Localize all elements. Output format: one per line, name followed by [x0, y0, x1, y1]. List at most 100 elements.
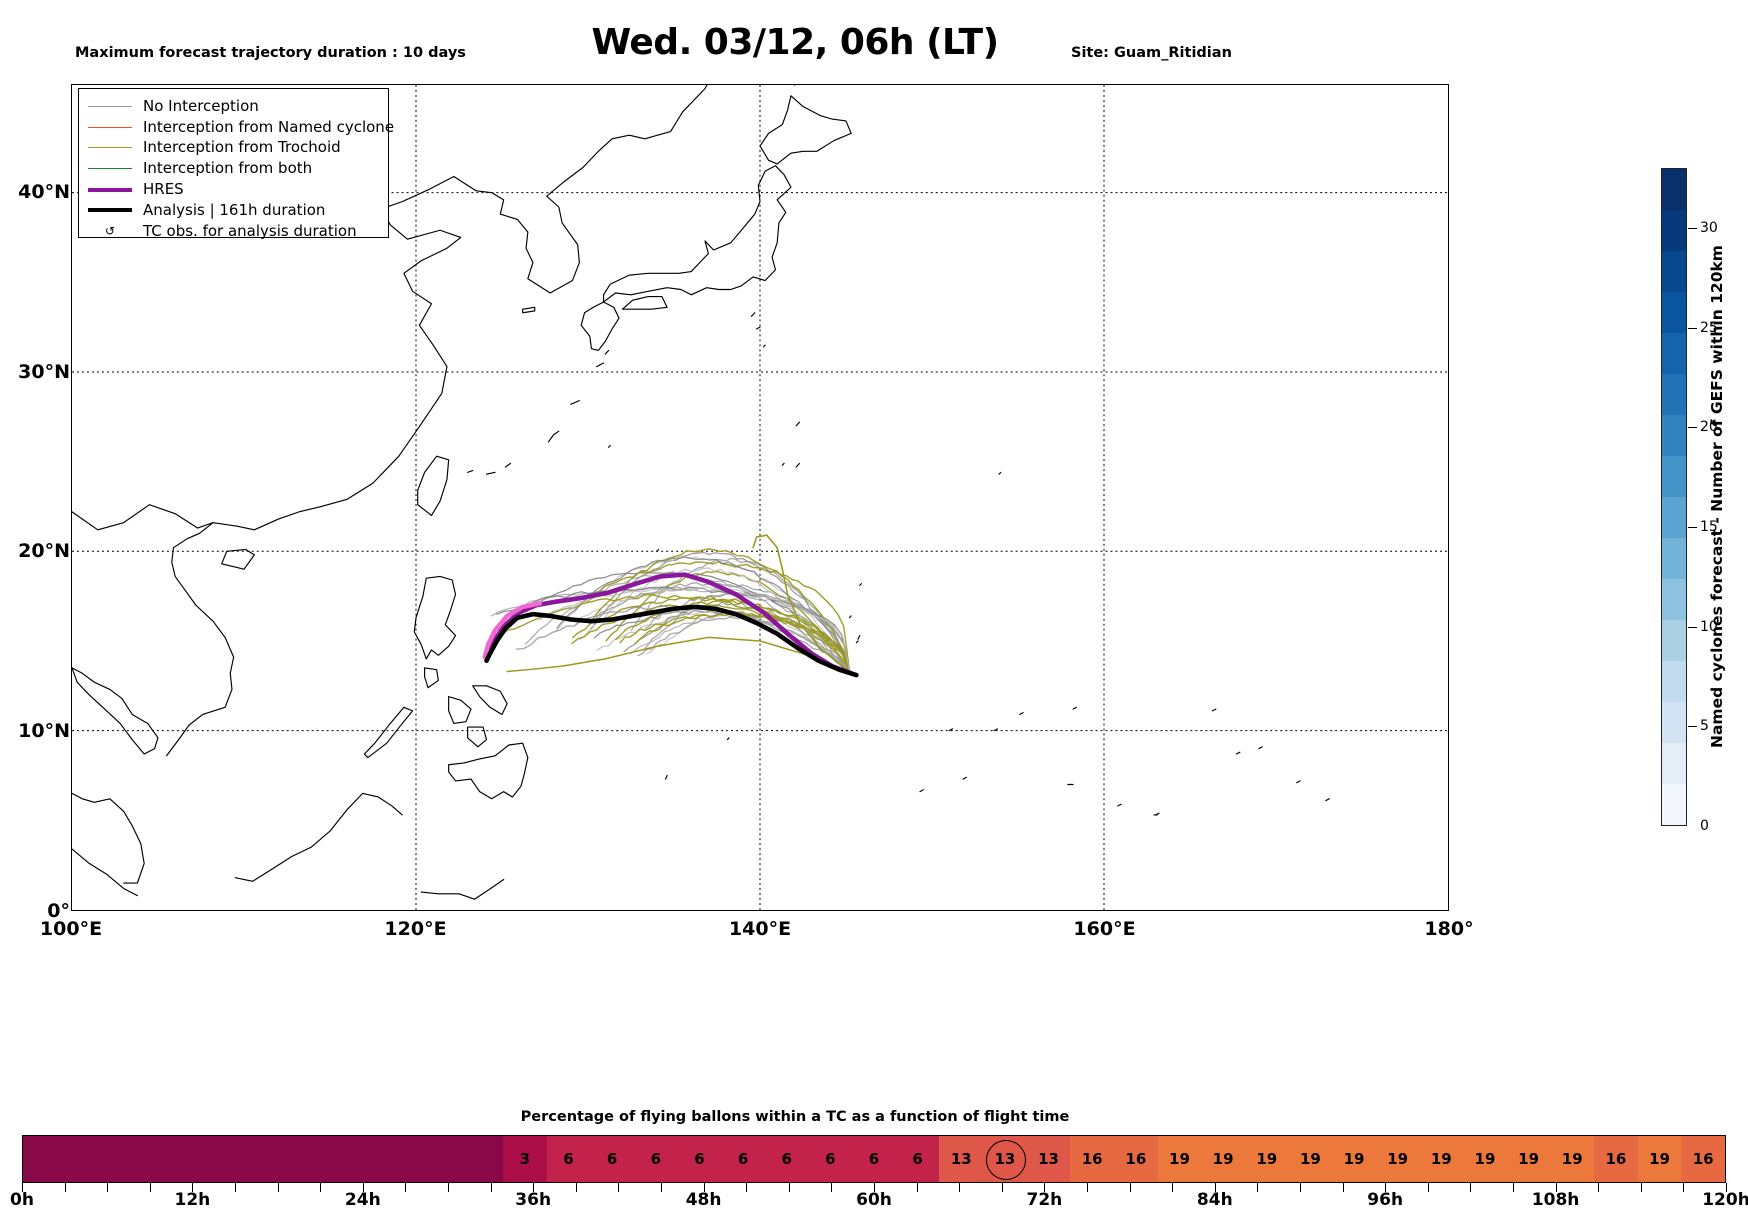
percentage-cell[interactable]: 6	[808, 1136, 853, 1182]
time-tick	[959, 1183, 961, 1192]
time-tick	[277, 1183, 279, 1192]
colorbar-wrapper[interactable]: 5 10 15 20 25 30 0	[1661, 168, 1718, 834]
percentage-cell[interactable]: 19	[1419, 1136, 1464, 1182]
time-tick	[448, 1183, 449, 1192]
colorbar-tick	[1688, 327, 1697, 329]
time-axis-label: 12h	[174, 1190, 211, 1210]
percentage-cell[interactable]	[23, 1136, 67, 1182]
legend-item-6[interactable]: Analysis | 161h duration	[88, 200, 379, 221]
percentage-cell[interactable]: 19	[1550, 1136, 1595, 1182]
percentage-cell[interactable]: 13	[1026, 1136, 1071, 1182]
time-tick	[1001, 1183, 1003, 1192]
percentage-cell[interactable]: 16	[1070, 1136, 1115, 1182]
time-tick	[64, 1183, 66, 1192]
percentage-cell[interactable]	[415, 1136, 460, 1182]
percentage-cell[interactable]	[284, 1136, 329, 1182]
time-tick	[1257, 1183, 1259, 1192]
trajectory-line	[482, 601, 543, 660]
percentage-cell[interactable]: 19	[1637, 1136, 1682, 1182]
percentage-cell[interactable]: 16	[1594, 1136, 1638, 1182]
legend-line-swatch	[88, 147, 132, 149]
lat-tick-label: 10°N	[18, 720, 70, 743]
time-axis-label: 96h	[1367, 1190, 1404, 1210]
percentage-cell[interactable]: 19	[1288, 1136, 1333, 1182]
percentage-cell[interactable]	[197, 1136, 242, 1182]
percentage-cell[interactable]	[153, 1136, 198, 1182]
legend-item-label: HRES	[143, 180, 184, 199]
colorbar-tick	[1688, 227, 1697, 229]
percentage-cell[interactable]: 3	[503, 1136, 547, 1182]
colorbar-tick-label: 20	[1700, 419, 1718, 436]
percentage-cell[interactable]: 19	[1375, 1136, 1420, 1182]
time-tick	[1513, 1183, 1514, 1192]
trajectory-line	[615, 599, 851, 671]
time-tick	[1555, 1183, 1557, 1192]
percentage-cell[interactable]: 16	[1114, 1136, 1158, 1182]
lat-tick-label: 0°	[47, 900, 70, 922]
time-axis-label: 84h	[1196, 1190, 1233, 1210]
colorbar-tick	[1688, 427, 1697, 429]
percentage-cell[interactable]: 6	[677, 1136, 722, 1182]
legend-line-swatch	[88, 126, 132, 128]
legend-item-label: Interception from Named cyclone	[143, 117, 395, 136]
percentage-cell[interactable]	[328, 1136, 373, 1182]
legend-line-swatch	[88, 187, 132, 192]
legend-item-2[interactable]: Interception from Named cyclone	[88, 117, 394, 138]
colorbar-tick	[1688, 726, 1697, 728]
time-tick	[788, 1183, 790, 1192]
percentage-cell[interactable]: 19	[1332, 1136, 1376, 1182]
time-tick	[1342, 1183, 1344, 1192]
time-axis-label: 48h	[685, 1190, 722, 1210]
time-tick	[1087, 1183, 1088, 1192]
time-tick	[1683, 1183, 1685, 1192]
legend-item-label: No Interception	[143, 96, 259, 115]
legend-item-7[interactable]: ↺ TC obs. for analysis duration	[88, 221, 379, 242]
current-time-marker	[985, 1140, 1026, 1180]
lat-tick-label: 30°N	[18, 360, 70, 383]
time-axis-label: 36h	[515, 1190, 552, 1210]
percentage-cell[interactable]: 19	[1157, 1136, 1202, 1182]
legend-line-swatch	[88, 168, 132, 170]
percentage-cell[interactable]	[459, 1136, 504, 1182]
percentage-cell[interactable]	[372, 1136, 416, 1182]
trajectory-line	[539, 587, 851, 672]
time-tick	[1427, 1183, 1429, 1192]
percentage-cell[interactable]: 19	[1506, 1136, 1551, 1182]
percentage-cell[interactable]	[66, 1136, 111, 1182]
legend-item-1[interactable]: No Interception	[88, 96, 379, 117]
time-tick	[362, 1183, 364, 1192]
percentage-cell[interactable]: 13	[939, 1136, 984, 1182]
time-tick	[1214, 1183, 1216, 1192]
percentage-cell[interactable]: 13	[983, 1136, 1027, 1182]
percentage-cell[interactable]	[110, 1136, 154, 1182]
percentage-cell[interactable]	[241, 1136, 285, 1182]
map-legend[interactable]: No Interception Interception from Named c…	[78, 88, 394, 238]
map-plot-area[interactable]	[71, 84, 1449, 911]
tc-obs-marker: ↺	[104, 224, 116, 239]
percentage-cell[interactable]: 6	[895, 1136, 940, 1182]
percentage-cell[interactable]: 19	[1201, 1136, 1245, 1182]
trajectory-line	[590, 551, 851, 673]
time-tick	[1640, 1183, 1642, 1192]
percentage-bar[interactable]: 3 6 6 6 6 6 6 6 6 6 13 13 13 16 16 19 19 19 19 19 19 19 19 19 19…	[22, 1135, 1726, 1183]
legend-item-4[interactable]: Interception from both	[88, 158, 379, 179]
legend-item-label: TC obs. for analysis duration	[143, 221, 357, 240]
time-tick	[1470, 1183, 1472, 1192]
percentage-cell[interactable]: 6	[590, 1136, 634, 1182]
colorbar-tick-label: 10	[1700, 618, 1718, 635]
percentage-bar-title: Percentage of flying ballons within a TC…	[520, 1109, 1070, 1125]
legend-item-5[interactable]: HRES	[88, 179, 379, 200]
time-tick	[192, 1183, 194, 1192]
percentage-cell[interactable]: 6	[852, 1136, 896, 1182]
legend-item-3[interactable]: Interception from Trochoid	[88, 138, 379, 159]
percentage-cell[interactable]: 16	[1681, 1136, 1725, 1182]
trajectory-line	[485, 572, 854, 676]
percentage-cell[interactable]: 6	[546, 1136, 591, 1182]
percentage-cell[interactable]: 6	[721, 1136, 765, 1182]
percentage-cell[interactable]: 6	[764, 1136, 809, 1182]
trajectory-line	[484, 604, 859, 678]
percentage-cell[interactable]: 19	[1463, 1136, 1507, 1182]
percentage-cell[interactable]: 19	[1244, 1136, 1289, 1182]
percentage-cell[interactable]: 6	[633, 1136, 678, 1182]
trajectory-line	[499, 593, 851, 672]
